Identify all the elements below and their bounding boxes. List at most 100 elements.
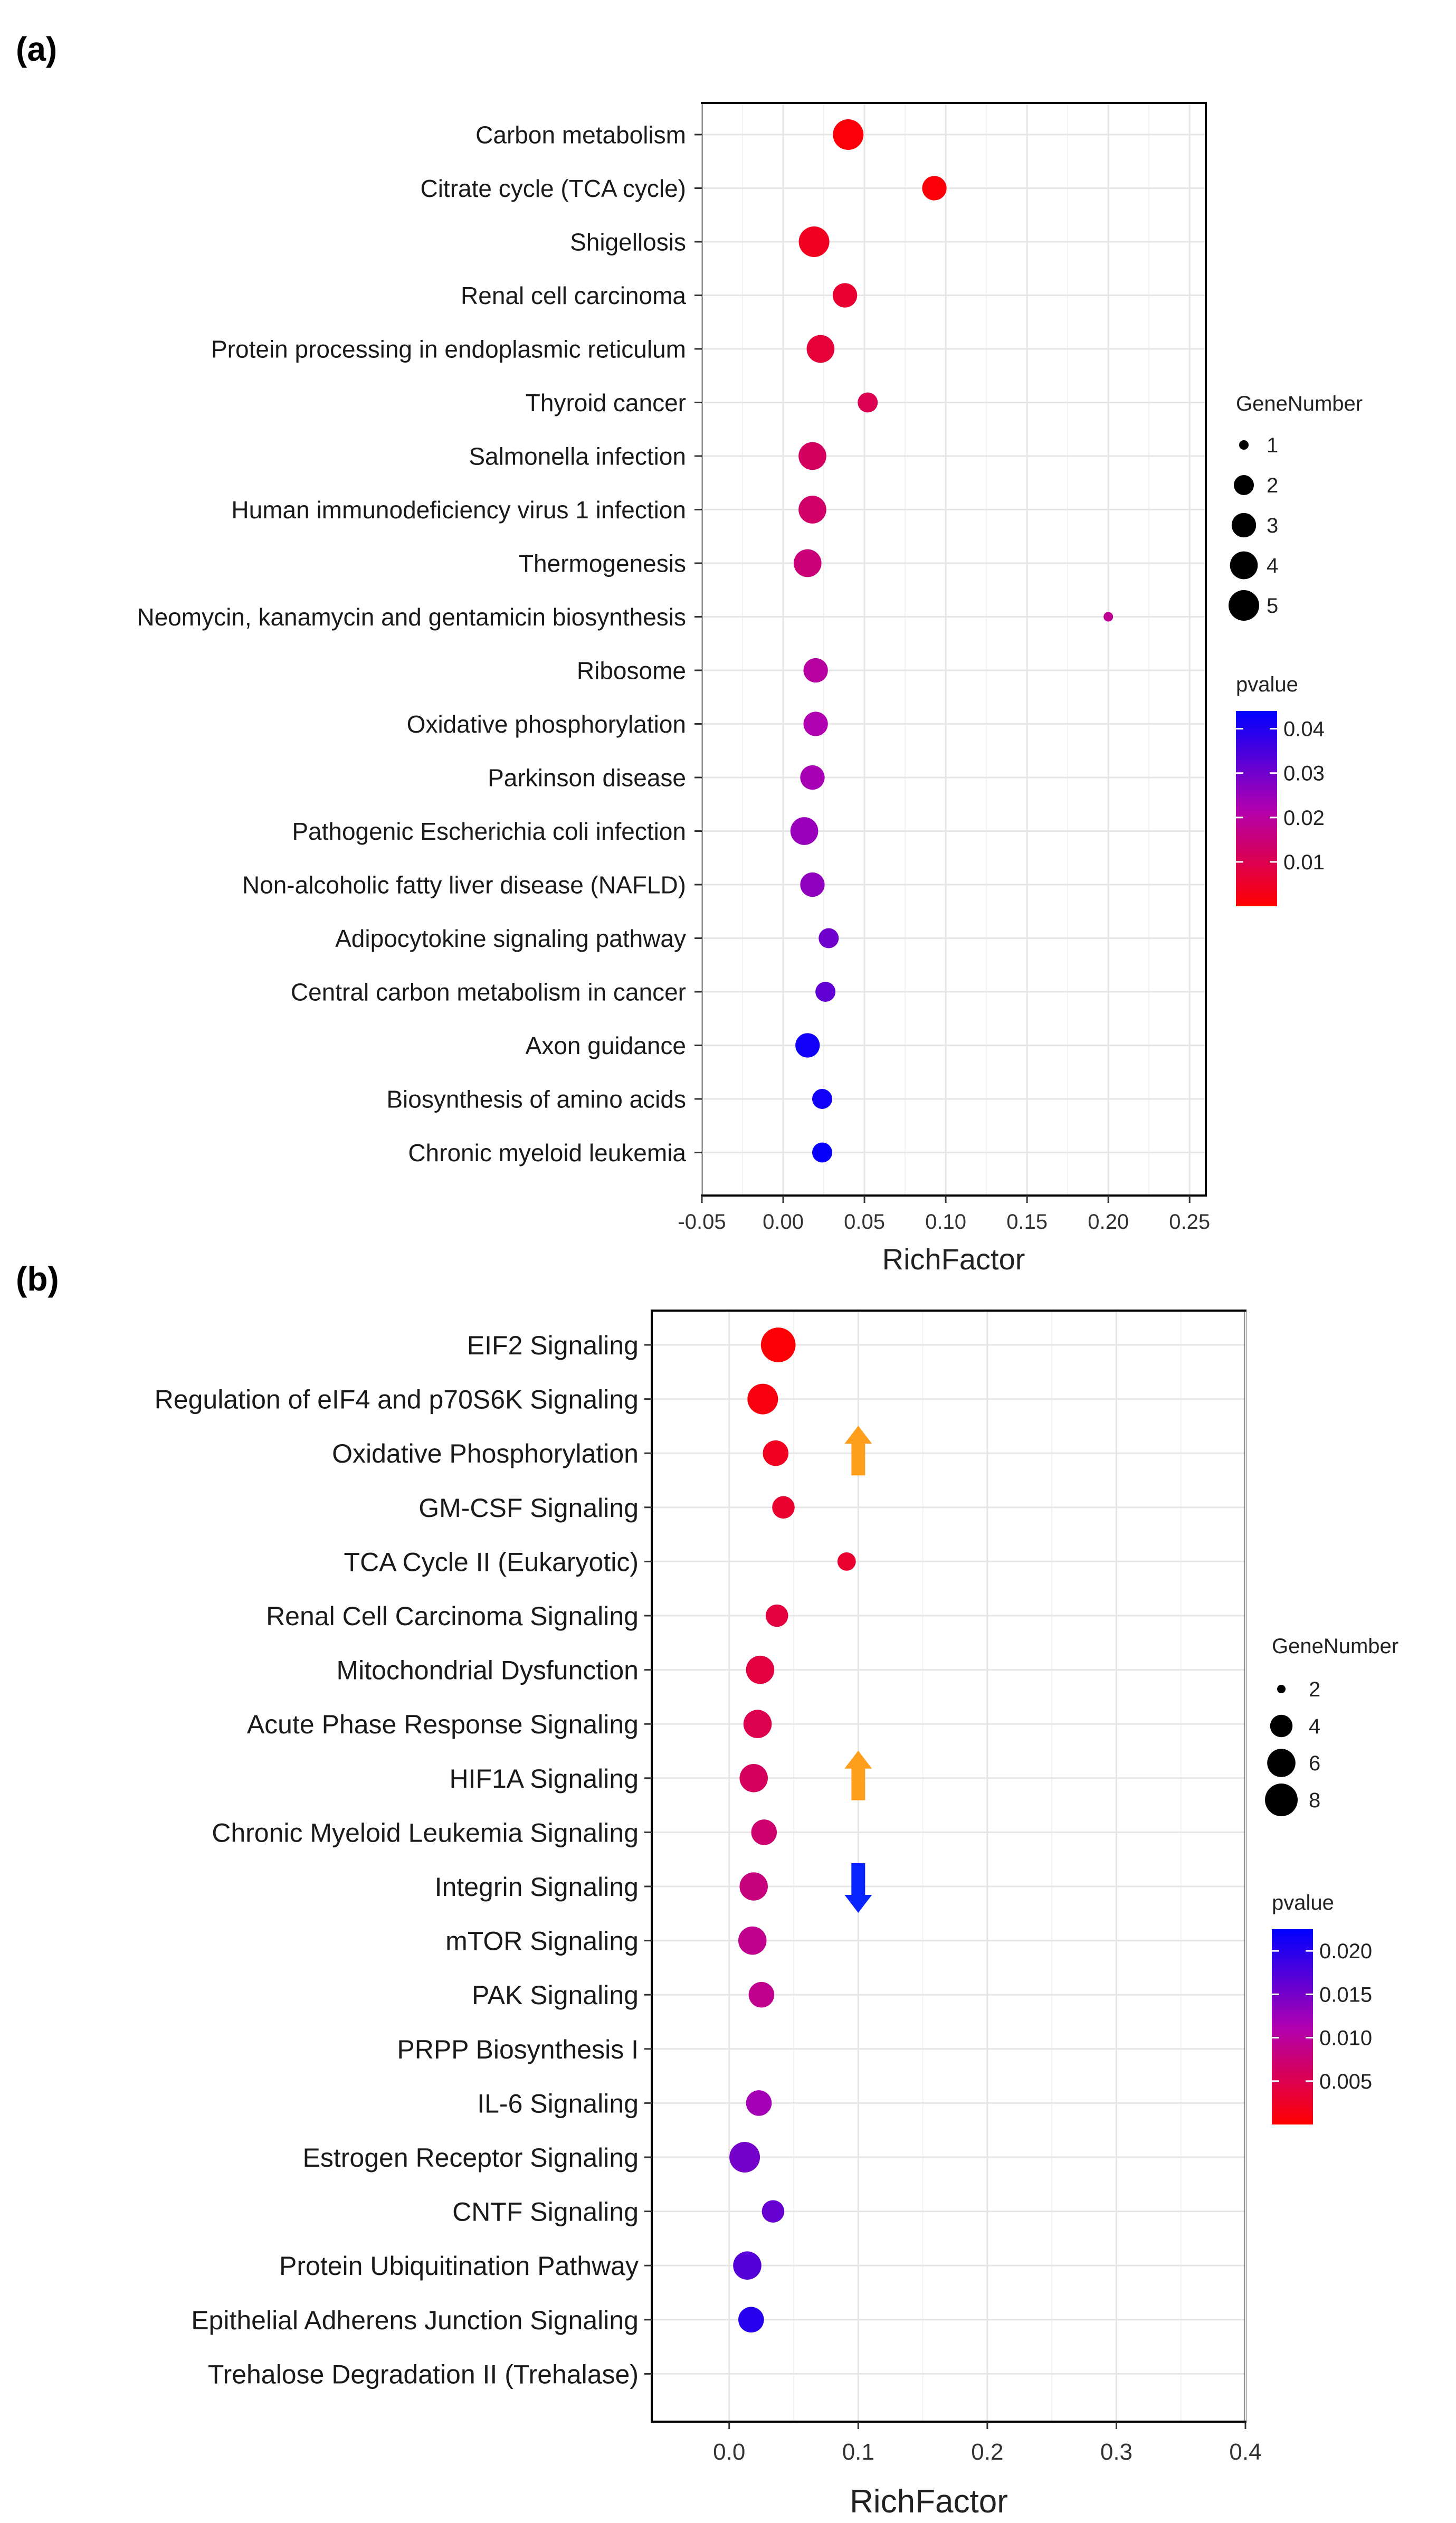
y-tick-label: Biosynthesis of amino acids: [386, 1086, 686, 1113]
x-tick-label: 0.3: [1100, 2439, 1133, 2465]
panel-a-color-legend-title: pvalue: [1236, 673, 1298, 696]
data-point: [746, 2090, 772, 2116]
size-legend-dot: [1230, 551, 1258, 580]
y-tick-label: Estrogen Receptor Signaling: [303, 2143, 639, 2173]
panel-b-color-legend-title: pvalue: [1272, 1891, 1334, 1914]
data-point: [803, 712, 828, 736]
panel-b-color-legend: pvalue 0.020 0.015 0.010 0.005: [1272, 1891, 1372, 2124]
panel-b-plot-area: [651, 1310, 1246, 2423]
panel-b-grid: [653, 1312, 1246, 2421]
data-point: [832, 283, 858, 308]
panel-a-plot-area: [701, 102, 1207, 1197]
data-point: [793, 549, 822, 577]
y-tick-label: Chronic Myeloid Leukemia Signaling: [212, 1818, 639, 1847]
x-tick-label: 0.25: [1169, 1210, 1210, 1234]
up-arrow-icon: [844, 1750, 872, 1800]
data-point: [746, 1655, 775, 1684]
size-legend-label: 3: [1267, 514, 1278, 537]
data-point: [747, 1383, 778, 1415]
y-tick-label: Protein Ubiquitination Pathway: [279, 2251, 639, 2281]
panel-b-y-axis: EIF2 Signaling Regulation of eIF4 and p70…: [155, 1331, 652, 2389]
panel-a-x-axis: -0.05 0.00 0.05 0.10 0.15 0.20 0.25: [678, 1196, 1210, 1234]
y-tick-label: Carbon metabolism: [475, 121, 686, 149]
size-legend-label: 2: [1309, 1678, 1320, 1701]
panel-a-color-legend: pvalue 0.04 0.03 0.02 0.01: [1236, 673, 1325, 906]
panel-a-y-axis: Carbon metabolism Citrate cycle (TCA cycl…: [137, 121, 702, 1166]
x-tick-label: 0.20: [1088, 1210, 1129, 1234]
data-point: [812, 1142, 832, 1163]
colorbar-tick-label: 0.010: [1319, 2027, 1372, 2050]
panel-a-colorbar: [1236, 711, 1277, 906]
data-point: [743, 1710, 772, 1738]
y-tick-label: Oxidative phosphorylation: [407, 710, 686, 738]
y-tick-label: Thermogenesis: [519, 550, 686, 577]
y-tick-label: Acute Phase Response Signaling: [247, 1710, 639, 1739]
down-arrow-icon: [844, 1863, 872, 1913]
panel-a-size-legend-title: GeneNumber: [1236, 392, 1363, 415]
data-point: [812, 1089, 832, 1109]
y-tick-label: GM-CSF Signaling: [418, 1493, 639, 1523]
x-tick-label: 0.2: [971, 2439, 1003, 2465]
y-tick-label: EIF2 Signaling: [467, 1331, 639, 1360]
size-legend-label: 2: [1267, 474, 1278, 497]
panel-a-size-legend: GeneNumber 1 2 3 4 5: [1229, 392, 1363, 621]
y-tick-label: Pathogenic Escherichia coli infection: [292, 818, 686, 845]
y-tick-label: TCA Cycle II (Eukaryotic): [344, 1547, 639, 1577]
colorbar-tick-label: 0.015: [1319, 1983, 1372, 2006]
y-tick-label: Protein processing in endoplasmic reticu…: [211, 336, 686, 363]
panel-b-arrows: [844, 1426, 872, 1913]
data-point: [798, 496, 826, 524]
data-point: [798, 226, 830, 257]
y-tick-label: Trehalose Degradation II (Trehalase): [208, 2359, 639, 2389]
y-tick-label: Shigellosis: [570, 229, 686, 256]
panel-a-grid: [701, 104, 1205, 1194]
y-tick-label: mTOR Signaling: [445, 1927, 639, 1956]
panel-b: (b) EIF2 Signaling Regulation of eIF4 and…: [16, 1260, 1398, 2520]
data-point: [858, 392, 878, 413]
data-point: [798, 442, 826, 470]
colorbar-tick-label: 0.020: [1319, 1940, 1372, 1963]
y-tick-label: CNTF Signaling: [452, 2197, 639, 2227]
panel-b-x-axis: 0.0 0.1 0.2 0.3 0.4: [713, 2422, 1262, 2465]
y-tick-label: PAK Signaling: [472, 1980, 639, 2010]
y-tick-label: Ribosome: [577, 657, 686, 685]
data-point: [922, 176, 947, 201]
y-tick-label: Neomycin, kanamycin and gentamicin biosy…: [137, 603, 686, 631]
y-tick-label: Regulation of eIF4 and p70S6K Signaling: [155, 1385, 639, 1415]
y-tick-label: Salmonella infection: [469, 443, 686, 470]
y-tick-label: Non-alcoholic fatty liver disease (NAFLD…: [242, 871, 686, 899]
data-point: [763, 1440, 789, 1466]
colorbar-tick-label: 0.01: [1283, 851, 1325, 874]
data-point: [729, 2142, 760, 2173]
panel-b-points: [729, 1327, 856, 2333]
data-point: [795, 1033, 820, 1058]
x-tick-label: -0.05: [678, 1210, 726, 1234]
size-legend-dot: [1231, 513, 1257, 538]
y-tick-label: Oxidative Phosphorylation: [332, 1439, 639, 1468]
size-legend-label: 4: [1267, 554, 1278, 577]
data-point: [760, 1327, 796, 1362]
panel-a-label: (a): [16, 30, 57, 68]
data-point: [739, 1764, 768, 1792]
y-tick-label: Epithelial Adherens Junction Signaling: [191, 2306, 639, 2335]
x-tick-label: 0.4: [1229, 2439, 1261, 2465]
data-point: [738, 1926, 767, 1955]
data-point: [803, 658, 828, 683]
data-point: [733, 2251, 762, 2280]
y-tick-label: Thyroid cancer: [526, 389, 686, 416]
size-legend-dot: [1267, 1749, 1296, 1777]
data-point: [815, 982, 836, 1002]
data-point: [833, 119, 864, 150]
panel-b-colorbar: [1272, 1929, 1313, 2124]
data-point: [739, 1872, 768, 1901]
y-tick-label: Human immunodeficiency virus 1 infection: [231, 496, 686, 524]
data-point: [751, 1819, 777, 1845]
y-tick-label: Mitochondrial Dysfunction: [337, 1656, 639, 1685]
x-tick-label: 0.15: [1006, 1210, 1048, 1234]
y-tick-label: Renal cell carcinoma: [461, 282, 686, 309]
panel-b-size-legend: GeneNumber 2 4 6 8: [1265, 1635, 1398, 1816]
up-arrow-icon: [844, 1426, 872, 1476]
size-legend-label: 8: [1309, 1789, 1320, 1812]
size-legend-label: 5: [1267, 594, 1278, 618]
